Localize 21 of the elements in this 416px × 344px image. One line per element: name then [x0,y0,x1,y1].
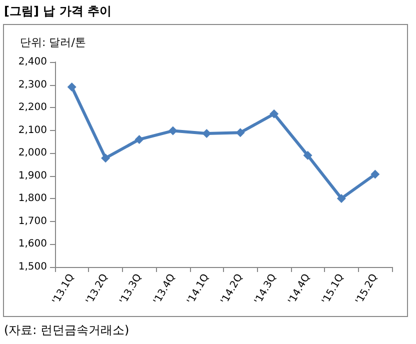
point [370,170,380,179]
y-tick-label: 2,400 [18,56,47,68]
y-tick-label: 2,300 [18,79,47,90]
point [270,109,279,118]
y-tick-label: 1,800 [18,193,47,204]
point [101,154,110,163]
y-tick-label: 1,900 [18,170,47,182]
y-tick-label: 1,700 [18,216,47,227]
y-tick-label: 1,600 [18,238,47,250]
y-tick-label: 1,500 [18,262,47,272]
point [303,150,312,160]
chart-subtitle: 단위: 달러/톤 [20,36,86,49]
y-tick-label: 2,200 [18,102,47,114]
y-tick-label: 2,000 [18,148,47,159]
point [168,126,178,136]
point [67,82,76,92]
y-tick-label: 2,100 [18,124,47,136]
point [134,134,144,144]
text: (자료: 런던금속거래소) [4,322,130,339]
point [336,194,346,203]
chart-title: [그림] 납 가격 추이 [4,3,112,20]
